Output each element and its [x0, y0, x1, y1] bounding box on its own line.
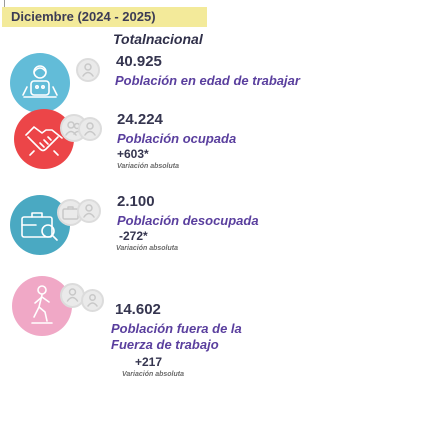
person-outline-icon: [84, 122, 96, 136]
indicator-label-outside-labor-force: Población fuera de la Fuerza de trabajo: [111, 321, 242, 352]
unemployed-icon-circle: [10, 195, 70, 255]
working-age-people-icon: [22, 65, 58, 98]
briefcase-search-icon: [21, 212, 58, 241]
outside-labor-force-secondary-icon: [60, 283, 85, 308]
person-outline-icon: [82, 63, 94, 77]
indicator-label-working-age: Población en edad de trabajar: [115, 73, 300, 88]
indicator-label-unemployed: Población desocupada: [117, 213, 259, 228]
indicator-delta-outside-labor-force: +217: [135, 355, 163, 369]
working-age-secondary-icon: [76, 58, 100, 82]
page-title: Totalnacional: [113, 31, 203, 47]
handshake-icon: [25, 126, 63, 156]
indicator-value-unemployed: 2.100: [117, 193, 155, 210]
period-banner: Diciembre (2024 - 2025): [2, 7, 207, 27]
outside-labor-force-icon-circle: [12, 276, 72, 336]
indicator-value-working-age: 40.925: [116, 53, 162, 70]
person-outline-icon: [83, 204, 95, 218]
employed-tertiary-icon: [78, 117, 102, 141]
indicator-value-outside-labor-force: 14.602: [115, 301, 161, 318]
indicator-note-unemployed: Variación absoluta: [116, 245, 178, 252]
indicator-label-employed: Población ocupada: [117, 131, 237, 146]
indicator-note-outside-labor-force: Variación absoluta: [122, 371, 184, 378]
top-tick: [4, 0, 5, 7]
person-outline-icon: [87, 294, 98, 307]
unemployed-tertiary-icon: [77, 199, 101, 223]
person-walking-icon: [31, 285, 53, 324]
person-outline-icon: [66, 288, 79, 302]
indicator-value-employed: 24.224: [117, 111, 163, 128]
outside-labor-force-tertiary-icon: [81, 289, 104, 312]
indicator-delta-unemployed: -272*: [119, 229, 148, 243]
working-age-icon-circle: [10, 53, 70, 113]
indicator-note-employed: Variación absoluta: [117, 163, 179, 170]
indicator-delta-employed: +603*: [117, 147, 149, 161]
